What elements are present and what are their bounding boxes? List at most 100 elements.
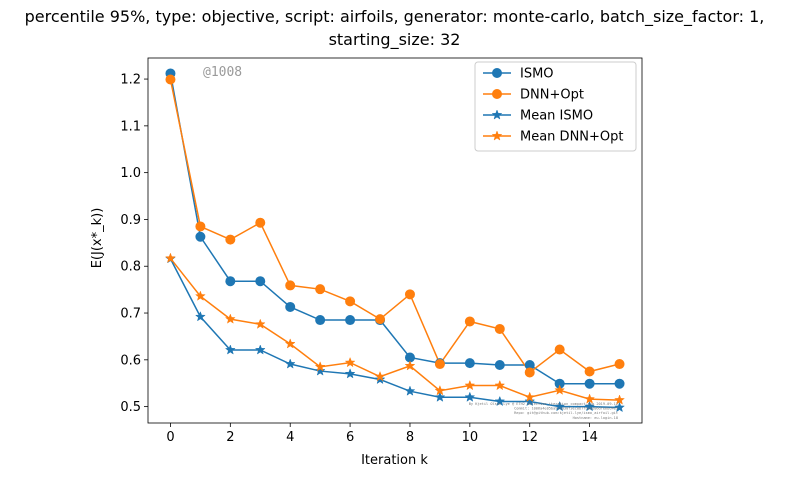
data-point-mean-ismo bbox=[584, 400, 596, 412]
data-point-mean-ismo bbox=[494, 395, 506, 407]
data-point-mean-dnn-opt bbox=[554, 384, 566, 395]
x-tick-label: 4 bbox=[286, 430, 294, 445]
legend-label-mean-dnn-opt: Mean DNN+Opt bbox=[520, 130, 624, 145]
watermark: By Kjetil Olsen Lye @ ETH2 objective_ite… bbox=[469, 402, 618, 420]
data-point-mean-ismo bbox=[614, 401, 625, 413]
data-point-mean-dnn-opt bbox=[434, 384, 446, 396]
data-point-mean-ismo bbox=[314, 365, 326, 376]
legend-label-dnn-opt: DNN+Opt bbox=[520, 88, 584, 103]
data-point-mean-ismo bbox=[224, 344, 236, 355]
data-point-ismo bbox=[584, 378, 595, 389]
x-tick-label: 10 bbox=[462, 430, 479, 445]
y-tick-label: 0.9 bbox=[120, 213, 141, 228]
data-point-mean-ismo bbox=[404, 385, 416, 396]
y-tick-label: 1.1 bbox=[120, 119, 141, 134]
data-point-ismo bbox=[494, 359, 505, 370]
series-line-mean-ismo bbox=[169, 258, 620, 409]
legend-marker-mean-ismo bbox=[491, 109, 503, 120]
x-tick-label: 14 bbox=[581, 430, 598, 445]
data-point-mean-dnn-opt bbox=[374, 370, 386, 382]
annotation-text: @1008 bbox=[203, 65, 242, 80]
data-point-mean-ismo bbox=[194, 311, 206, 322]
data-point-mean-dnn-opt bbox=[344, 356, 356, 368]
legend: ISMO DNN+Opt Mean ISMO Mean DNN+Opt bbox=[474, 61, 637, 152]
y-tick-label: 0.7 bbox=[120, 307, 141, 322]
legend-marker-ismo bbox=[492, 68, 502, 78]
y-tick-label: 0.5 bbox=[120, 400, 141, 415]
y-tick-label: 1.2 bbox=[120, 73, 141, 88]
data-point-dnn-opt bbox=[375, 314, 386, 325]
data-point-mean-dnn-opt bbox=[165, 252, 176, 263]
data-point-mean-ismo bbox=[434, 391, 446, 402]
series-line-dnn-opt bbox=[169, 79, 620, 374]
data-point-dnn-opt bbox=[255, 217, 266, 228]
data-point-ismo bbox=[614, 378, 625, 389]
data-point-mean-ismo bbox=[554, 400, 566, 412]
x-tick-label: 2 bbox=[226, 430, 234, 445]
data-point-mean-ismo bbox=[344, 368, 356, 379]
data-point-mean-dnn-opt bbox=[584, 393, 596, 404]
data-point-ismo bbox=[345, 315, 356, 326]
data-point-dnn-opt bbox=[614, 359, 625, 370]
data-point-mean-ismo bbox=[254, 344, 266, 355]
data-point-mean-ismo bbox=[464, 391, 476, 402]
data-point-mean-dnn-opt bbox=[614, 394, 625, 405]
data-point-ismo bbox=[285, 301, 296, 312]
data-point-dnn-opt bbox=[464, 316, 475, 327]
y-axis-ticks: 0.5 0.6 0.7 0.8 0.9 1.0 1.1 1.2 bbox=[120, 73, 148, 415]
data-point-dnn-opt bbox=[524, 367, 535, 378]
data-point-dnn-opt bbox=[554, 344, 565, 355]
data-point-dnn-opt bbox=[195, 221, 206, 232]
y-tick-label: 1.0 bbox=[120, 166, 141, 181]
x-tick-label: 8 bbox=[406, 430, 414, 445]
watermark-line: By Kjetil Olsen Lye @ ETH2 objective_ite… bbox=[469, 402, 618, 406]
data-point-dnn-opt bbox=[345, 296, 356, 307]
series-line-mean-dnn-opt bbox=[169, 257, 620, 401]
plot-frame bbox=[147, 57, 643, 424]
x-axis-ticks: 0 2 4 6 8 10 12 14 bbox=[166, 423, 598, 445]
x-tick-label: 12 bbox=[521, 430, 538, 445]
chart-title-line-1: percentile 95%, type: objective, script:… bbox=[25, 7, 765, 27]
chart-title-line-2: starting_size: 32 bbox=[329, 30, 461, 50]
data-point-mean-dnn-opt bbox=[404, 360, 416, 371]
data-point-ismo bbox=[315, 315, 326, 326]
legend-marker-dnn-opt bbox=[492, 89, 502, 99]
data-point-ismo bbox=[195, 231, 206, 242]
legend-box bbox=[474, 61, 637, 152]
data-point-ismo bbox=[255, 276, 266, 287]
data-point-dnn-opt bbox=[225, 234, 236, 245]
data-point-mean-dnn-opt bbox=[224, 313, 236, 324]
data-point-dnn-opt bbox=[584, 366, 595, 377]
x-tick-label: 0 bbox=[166, 430, 174, 445]
data-point-dnn-opt bbox=[285, 280, 296, 291]
data-point-mean-dnn-opt bbox=[314, 361, 326, 372]
data-point-dnn-opt bbox=[494, 323, 505, 334]
legend-label-mean-ismo: Mean ISMO bbox=[520, 109, 593, 124]
legend-marker-mean-dnn-opt bbox=[491, 130, 503, 141]
data-point-mean-dnn-opt bbox=[194, 290, 206, 301]
x-tick-label: 6 bbox=[346, 430, 354, 445]
data-point-dnn-opt bbox=[404, 289, 415, 300]
plot-area bbox=[147, 57, 643, 424]
x-axis-label: Iteration k bbox=[361, 453, 428, 468]
data-point-mean-dnn-opt bbox=[524, 391, 536, 402]
watermark-line: Hostname: eu-login-18 bbox=[573, 416, 618, 420]
y-axis-label: E(J(x*_k)) bbox=[90, 208, 105, 269]
watermark-line: Repo: git@github.com:kjetil-lye/ismo_air… bbox=[514, 411, 618, 415]
data-point-mean-dnn-opt bbox=[254, 318, 266, 329]
data-point-mean-dnn-opt bbox=[494, 379, 506, 391]
y-tick-label: 0.6 bbox=[120, 353, 141, 368]
series-markers bbox=[165, 68, 625, 413]
data-point-ismo bbox=[225, 276, 236, 287]
data-point-mean-ismo bbox=[524, 395, 536, 407]
data-point-dnn-opt bbox=[165, 74, 176, 85]
data-point-ismo bbox=[464, 358, 475, 369]
legend-label-ismo: ISMO bbox=[520, 67, 554, 82]
y-tick-label: 0.8 bbox=[120, 260, 141, 275]
data-point-mean-dnn-opt bbox=[284, 338, 296, 349]
data-point-dnn-opt bbox=[315, 284, 326, 295]
series-lines bbox=[169, 73, 620, 409]
data-point-mean-dnn-opt bbox=[464, 379, 476, 391]
data-point-dnn-opt bbox=[434, 359, 445, 370]
